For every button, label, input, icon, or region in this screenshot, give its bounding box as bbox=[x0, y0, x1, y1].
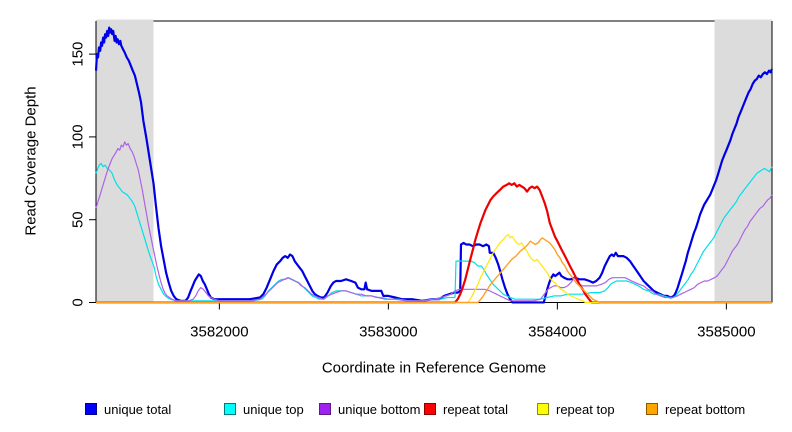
plot-area: 3582000 3583000 3584000 3585000 0 50 100 150 bbox=[70, 19, 773, 341]
series-line-repeat-bottom bbox=[96, 237, 772, 304]
legend-label: unique top bbox=[243, 401, 304, 417]
series-line-repeat-total bbox=[96, 182, 772, 304]
legend-swatch-unique-bottom bbox=[319, 403, 331, 415]
x-axis-title: Coordinate in Reference Genome bbox=[321, 359, 547, 377]
y-tick-label: 150 bbox=[70, 42, 87, 67]
shaded-region bbox=[714, 19, 772, 303]
x-tick-label: 3584000 bbox=[528, 324, 586, 341]
legend-item-unique-total: unique total bbox=[85, 401, 171, 417]
legend-label: unique total bbox=[104, 401, 172, 417]
legend-item-repeat-top: repeat top bbox=[537, 401, 615, 417]
series-line-unique-bottom bbox=[95, 141, 773, 302]
legend-item-unique-bottom: unique bottom bbox=[319, 401, 420, 417]
legend-swatch-repeat-total bbox=[424, 403, 436, 415]
y-tick-label: 100 bbox=[70, 124, 87, 149]
legend-label: repeat total bbox=[443, 401, 509, 417]
legend-item-unique-top: unique top bbox=[224, 401, 304, 417]
x-tick-label: 3585000 bbox=[697, 324, 755, 341]
legend-label: unique bottom bbox=[338, 401, 421, 417]
legend-swatch-unique-total bbox=[85, 403, 97, 415]
legend: unique total unique top unique bottom re… bbox=[0, 401, 792, 421]
legend-swatch-unique-top bbox=[224, 403, 236, 415]
y-tick-label: 50 bbox=[70, 211, 87, 228]
legend-item-repeat-bottom: repeat bottom bbox=[646, 401, 745, 417]
series-line-unique-top bbox=[95, 162, 773, 302]
legend-label: repeat top bbox=[556, 401, 615, 417]
x-tick-label: 3583000 bbox=[359, 324, 417, 341]
series-line-unique-total bbox=[95, 26, 773, 304]
series-line-repeat-top bbox=[96, 234, 772, 304]
legend-label: repeat bottom bbox=[665, 401, 746, 417]
legend-swatch-repeat-bottom bbox=[646, 403, 658, 415]
shaded-region bbox=[96, 19, 154, 303]
y-tick-label: 0 bbox=[70, 298, 87, 306]
x-tick-label: 3582000 bbox=[190, 324, 248, 341]
legend-swatch-repeat-top bbox=[537, 403, 549, 415]
legend-item-repeat-total: repeat total bbox=[424, 401, 508, 417]
